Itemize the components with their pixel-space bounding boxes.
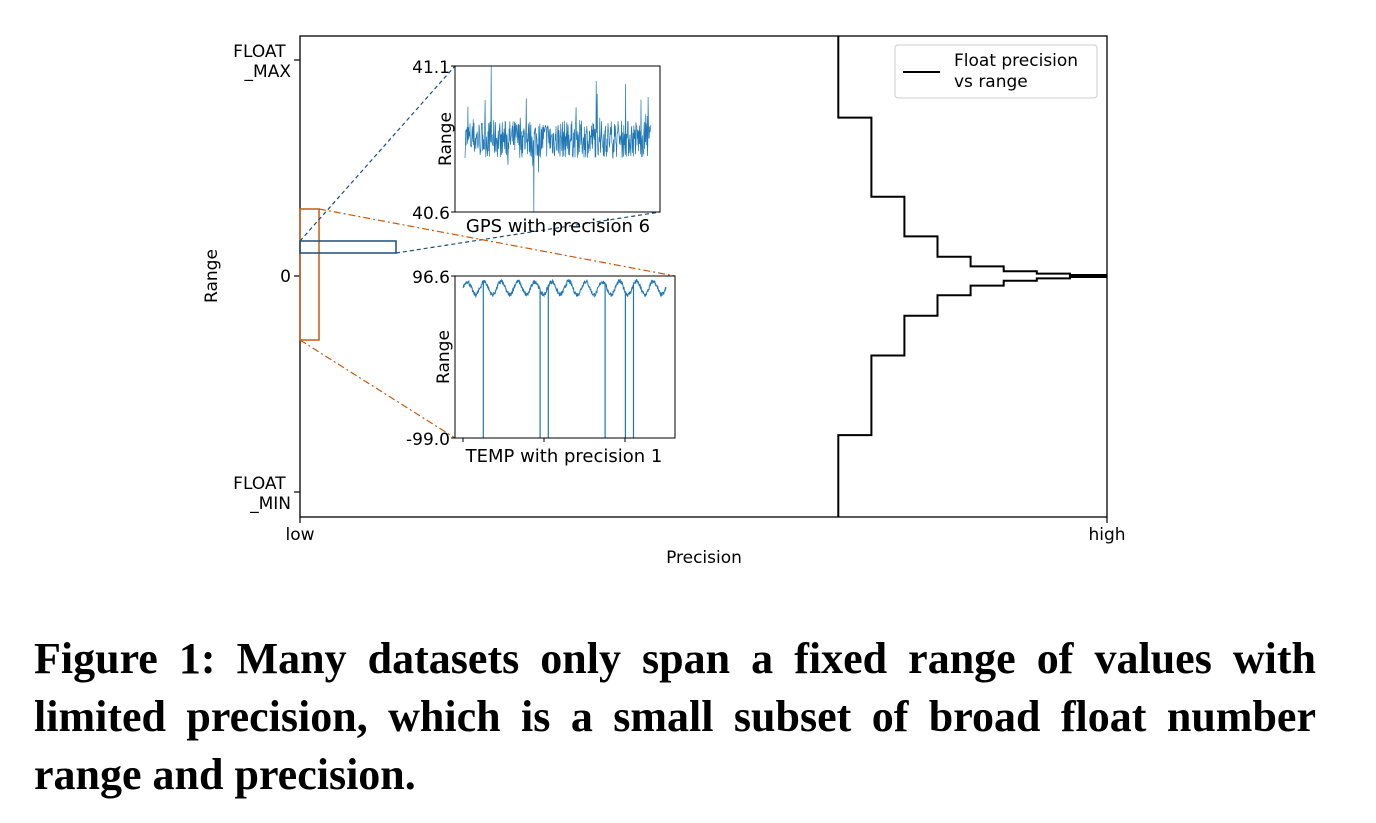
- y-tick-label-min: FLOAT _MIN: [233, 474, 291, 514]
- legend-label-line2: vs range: [954, 72, 1028, 92]
- gps-inset-frame: [454, 65, 661, 213]
- series-lower-step-line: [837, 276, 1107, 517]
- y-tick-label-min-line1: FLOAT: [233, 474, 286, 494]
- y-tick-label-min-line2: _MIN: [249, 494, 291, 514]
- gps-inset-ylabel: Range: [436, 112, 456, 166]
- series-upper-step-line: [837, 36, 1107, 276]
- y-tick-label-max-line2: _MAX: [244, 62, 292, 82]
- y-axis-label: Range: [202, 249, 222, 303]
- temp-inset-tick-label-bottom: -99.0: [406, 430, 450, 450]
- temp-inset-series: [462, 278, 667, 299]
- gps-inset: 41.1 40.6 Range GPS with precision 6: [412, 58, 661, 237]
- gps-inset-tick-label-bottom: 40.6: [412, 204, 450, 224]
- temp-inset-title: TEMP with precision 1: [465, 446, 663, 467]
- x-tick-label-low: low: [285, 525, 314, 545]
- temp-highlight-box: [299, 208, 320, 341]
- temp-connector-bottom: [299, 339, 456, 439]
- gps-inset-series: [464, 65, 652, 213]
- temp-connector-top: [318, 208, 676, 277]
- x-tick-label-high: high: [1088, 525, 1125, 545]
- legend-label-line1: Float precision: [954, 51, 1078, 71]
- temp-inset-tick-label-top: 96.6: [412, 268, 450, 288]
- figure-chart: FLOAT _MAX 0 FLOAT _MIN low high Precisi…: [202, 35, 1126, 568]
- temp-inset-frame: [454, 275, 676, 439]
- temp-inset-drops: [482, 281, 635, 438]
- legend: Float precision vs range: [894, 44, 1098, 99]
- legend-box: [894, 44, 1098, 99]
- figure-caption: Figure 1: Many datasets only span a fixe…: [34, 634, 1316, 799]
- gps-highlight-box: [299, 240, 397, 254]
- x-axis-label: Precision: [666, 548, 742, 568]
- gps-connector-top: [299, 65, 456, 242]
- gps-inset-title: GPS with precision 6: [466, 216, 650, 237]
- y-tick-label-zero: 0: [280, 267, 291, 287]
- temp-inset-background: [455, 276, 675, 438]
- gps-connector-bottom: [395, 211, 661, 254]
- y-tick-label-max-line1: FLOAT: [233, 42, 286, 62]
- temp-inset-ylabel: Range: [434, 330, 454, 384]
- temp-inset: 96.6 -99.0 Range TEMP with precision 1: [406, 268, 676, 467]
- legend-label: Float precision vs range: [954, 51, 1084, 92]
- gps-inset-tick-label-top: 41.1: [412, 58, 450, 78]
- y-tick-label-max: FLOAT _MAX: [233, 42, 291, 82]
